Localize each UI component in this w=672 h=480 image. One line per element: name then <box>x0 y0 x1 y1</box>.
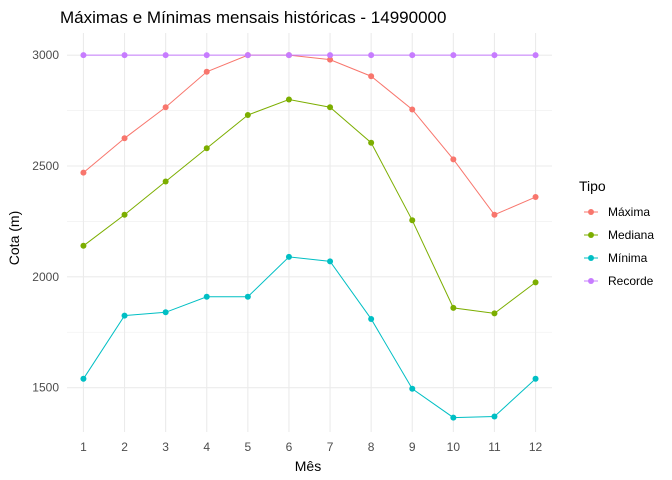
data-point <box>244 112 251 119</box>
y-tick-label: 2500 <box>32 159 59 173</box>
x-tick-label: 6 <box>286 440 293 454</box>
data-point <box>203 52 210 59</box>
data-point <box>121 211 128 218</box>
data-point <box>327 56 334 63</box>
data-point <box>532 375 539 382</box>
data-point <box>368 73 375 80</box>
data-point <box>327 52 334 59</box>
series-recorde <box>80 52 539 59</box>
y-tick-label: 1500 <box>32 381 59 395</box>
legend-title: Tipo <box>579 178 606 194</box>
x-axis-ticks: 1 2 3 4 5 6 7 8 9 10 11 12 <box>80 440 542 454</box>
legend-label: Mediana <box>608 228 654 242</box>
data-point <box>285 253 292 260</box>
data-point <box>368 52 375 59</box>
series-layer <box>80 52 539 421</box>
series-line <box>83 256 536 419</box>
data-point <box>409 217 416 224</box>
data-point <box>80 169 87 176</box>
legend-item: Máxima <box>584 205 650 219</box>
data-point <box>203 68 210 75</box>
data-point <box>450 304 457 311</box>
x-tick-label: 10 <box>447 440 461 454</box>
x-tick-label: 9 <box>409 440 416 454</box>
data-point <box>121 52 128 59</box>
data-point <box>203 145 210 152</box>
data-point <box>409 52 416 59</box>
data-point <box>121 312 128 319</box>
data-point <box>491 211 498 218</box>
data-point <box>327 104 334 111</box>
data-point <box>450 414 457 421</box>
series-mediana <box>80 96 539 317</box>
x-tick-label: 4 <box>203 440 210 454</box>
data-point <box>450 52 457 59</box>
data-point <box>162 104 169 111</box>
series-line <box>83 54 536 216</box>
data-point <box>80 52 87 59</box>
legend-item: Mínima <box>584 251 648 265</box>
data-point <box>409 385 416 392</box>
data-point <box>532 194 539 201</box>
legend-item: Mediana <box>584 228 654 242</box>
data-point <box>244 52 251 59</box>
x-tick-label: 7 <box>327 440 334 454</box>
data-point <box>121 135 128 142</box>
series-line <box>83 98 536 314</box>
data-point <box>244 293 251 300</box>
y-axis-title: Cota (m) <box>6 211 22 265</box>
x-axis-title: Mês <box>295 458 321 474</box>
y-tick-label: 2000 <box>32 270 59 284</box>
data-point <box>203 293 210 300</box>
data-point <box>162 309 169 316</box>
grid <box>67 33 552 432</box>
data-point <box>491 52 498 59</box>
legend-key-point <box>588 209 594 215</box>
legend-label: Mínima <box>608 251 648 265</box>
legend-label: Recorde <box>608 274 654 288</box>
series-minima <box>80 253 539 421</box>
legend-key-point <box>588 232 594 238</box>
y-tick-label: 3000 <box>32 48 59 62</box>
data-point <box>532 52 539 59</box>
data-point <box>368 139 375 146</box>
chart-title: Máximas e Mínimas mensais históricas - 1… <box>60 8 446 27</box>
data-point <box>80 242 87 249</box>
data-point <box>368 315 375 322</box>
data-point <box>491 310 498 317</box>
x-tick-label: 12 <box>529 440 543 454</box>
data-point <box>327 258 334 265</box>
data-point <box>450 156 457 163</box>
series-maxima <box>80 52 539 218</box>
legend-item: Recorde <box>584 274 654 288</box>
x-tick-label: 11 <box>488 440 501 454</box>
data-point <box>80 375 87 382</box>
legend-key-point <box>588 278 594 284</box>
data-point <box>285 52 292 59</box>
x-tick-label: 2 <box>121 440 128 454</box>
x-tick-label: 3 <box>162 440 169 454</box>
y-axis-ticks: 1500 2000 2500 3000 <box>32 48 59 395</box>
data-point <box>409 106 416 113</box>
x-tick-label: 1 <box>80 440 87 454</box>
data-point <box>162 178 169 185</box>
x-tick-label: 8 <box>368 440 375 454</box>
data-point <box>285 96 292 103</box>
x-tick-label: 5 <box>245 440 252 454</box>
legend: Tipo Máxima Mediana Mínima Recorde <box>579 178 654 288</box>
data-point <box>162 52 169 59</box>
legend-key-point <box>588 255 594 261</box>
data-point <box>491 413 498 420</box>
legend-label: Máxima <box>608 205 650 219</box>
data-point <box>532 279 539 286</box>
